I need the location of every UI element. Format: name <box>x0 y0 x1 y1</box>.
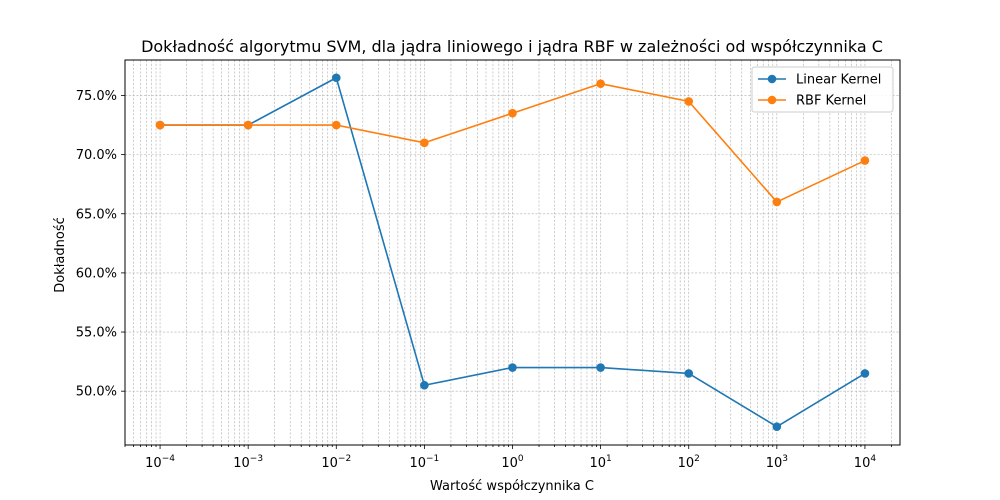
y-axis-label: Dokładność <box>53 217 68 293</box>
legend-rbf-kernel-marker <box>767 95 777 105</box>
chart-title: Dokładność algorytmu SVM, dla jądra lini… <box>141 37 883 56</box>
rbf-kernel-point <box>772 197 782 207</box>
plot-series <box>155 73 870 431</box>
x-tick-label-base: 10 <box>145 456 162 471</box>
y-tick-label: 50.0% <box>76 385 117 400</box>
x-tick-label-exponent: −1 <box>426 454 439 464</box>
x-tick-label: 10−4 <box>145 454 175 471</box>
x-tick-label-exponent: −2 <box>338 454 351 464</box>
linear-kernel-point <box>596 363 605 372</box>
rbf-kernel-point <box>331 120 341 130</box>
x-tick-label: 101 <box>589 454 611 471</box>
grid <box>124 60 900 445</box>
rbf-kernel-point <box>860 156 870 165</box>
x-tick-label-base: 10 <box>409 456 426 471</box>
x-tick-label: 10−1 <box>409 454 439 471</box>
x-tick-label-exponent: 1 <box>606 454 612 464</box>
x-tick-label: 100 <box>501 454 524 471</box>
x-tick-label-exponent: 4 <box>870 454 876 464</box>
rbf-kernel-point <box>243 120 253 130</box>
y-tick-label: 55.0% <box>76 326 117 341</box>
legend-rbf-kernel-label: RBF Kernel <box>796 94 866 109</box>
x-tick-label-base: 10 <box>501 456 518 471</box>
x-tick-label: 103 <box>766 454 788 471</box>
x-tick-label-exponent: −4 <box>162 454 176 464</box>
x-tick-label-exponent: 0 <box>518 454 524 464</box>
rbf-kernel-point <box>155 120 165 130</box>
x-tick-label-base: 10 <box>678 456 695 471</box>
legend-box <box>751 66 894 113</box>
x-tick-label-base: 10 <box>766 456 783 471</box>
legend-linear-kernel-marker <box>767 74 777 84</box>
rbf-kernel-point <box>420 138 429 148</box>
linear-kernel-point <box>508 363 517 372</box>
rbf-kernel-point <box>596 79 605 88</box>
linear-kernel-point <box>772 422 782 431</box>
rbf-kernel-point <box>684 97 694 106</box>
linear-kernel-point <box>860 369 870 378</box>
y-tick-label: 75.0% <box>76 89 117 104</box>
x-tick-label-base: 10 <box>233 456 250 471</box>
y-tick-label: 70.0% <box>76 148 117 163</box>
y-tick-label: 60.0% <box>76 266 117 281</box>
linear-kernel-point <box>684 369 694 378</box>
x-tick-label-base: 10 <box>589 456 606 471</box>
rbf-kernel-series <box>155 79 870 207</box>
legend: Linear Kernel RBF Kernel <box>751 66 894 113</box>
y-tick-label: 65.0% <box>76 207 117 222</box>
x-tick-label-exponent: 3 <box>782 454 788 464</box>
linear-kernel-point <box>420 380 429 390</box>
axis-ticks: 10−4 10−3 10−2 10−1 100 101 102 103 10450.0%55.0… <box>76 89 892 471</box>
x-tick-label: 10−3 <box>233 454 263 471</box>
x-tick-label: 104 <box>854 454 877 471</box>
x-axis-label: Wartość współczynnika C <box>430 479 594 494</box>
x-tick-label-exponent: 2 <box>694 454 700 464</box>
x-tick-label: 10−2 <box>321 454 351 471</box>
rbf-kernel-point <box>508 108 517 118</box>
x-tick-label-exponent: −3 <box>250 454 263 464</box>
x-tick-label-base: 10 <box>321 456 338 471</box>
x-tick-label: 102 <box>678 454 700 471</box>
linear-kernel-point <box>331 73 341 83</box>
legend-linear-kernel-label: Linear Kernel <box>796 73 881 88</box>
x-tick-label-base: 10 <box>854 456 871 471</box>
